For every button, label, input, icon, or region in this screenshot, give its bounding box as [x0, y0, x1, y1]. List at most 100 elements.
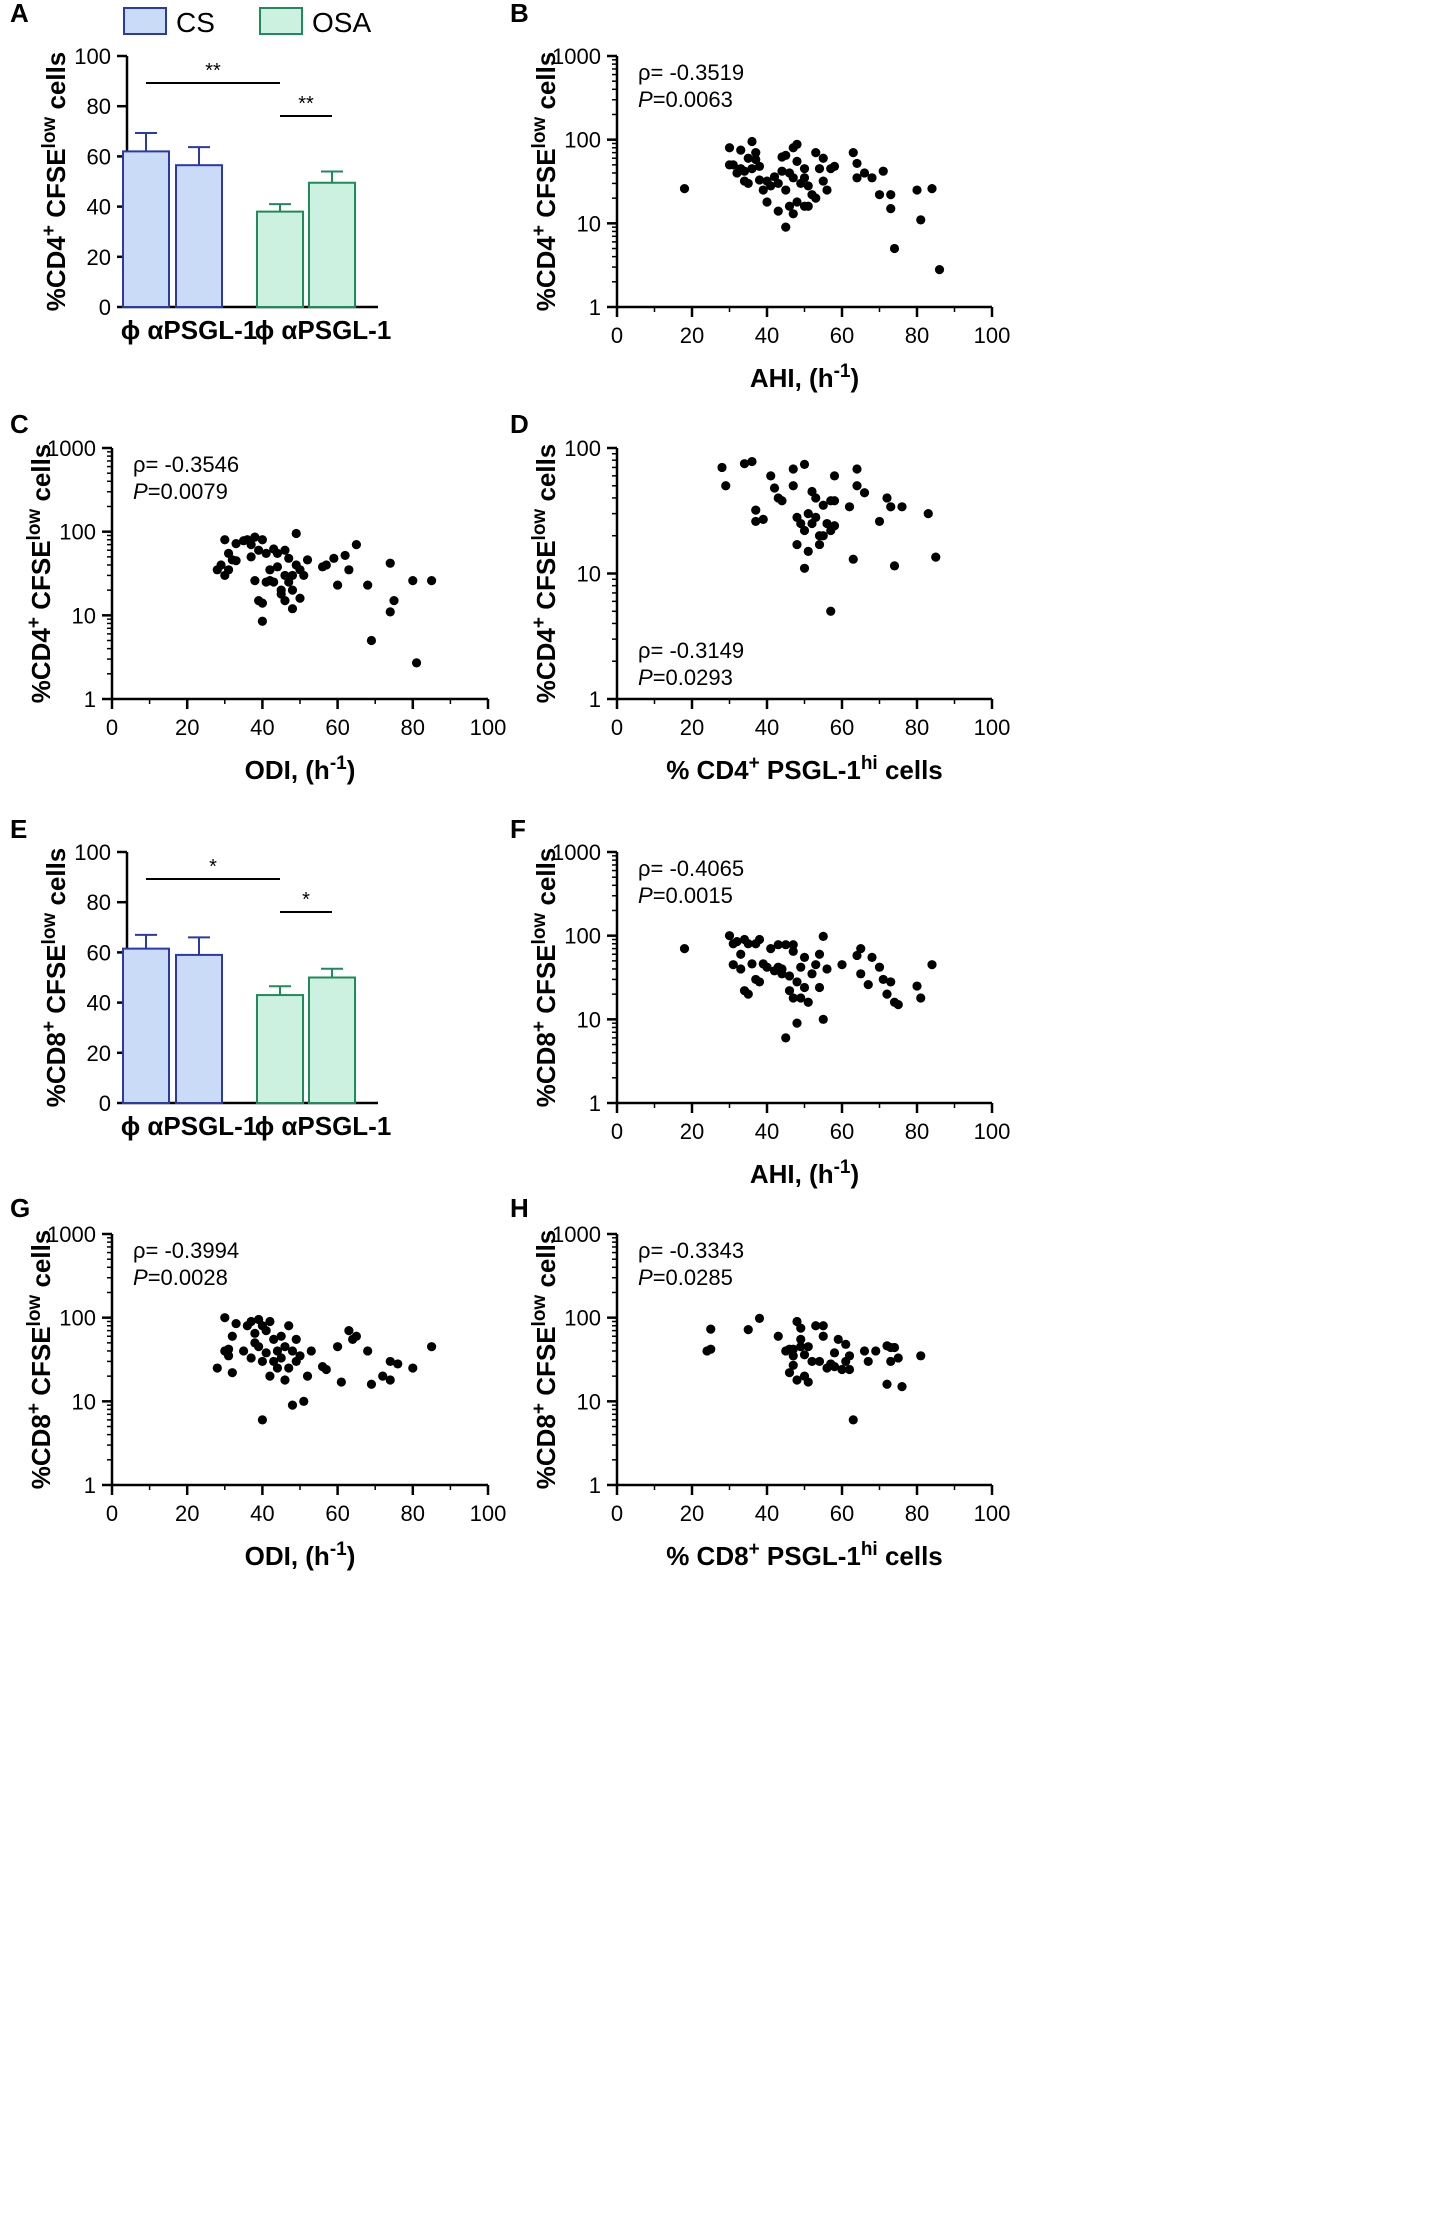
significance-label: * — [209, 856, 217, 878]
data-point — [340, 550, 350, 561]
y-tick-label: 20 — [87, 245, 111, 270]
data-point — [272, 1346, 283, 1356]
data-point — [803, 181, 813, 191]
y-tick-label: 0 — [99, 295, 111, 320]
data-point — [882, 989, 892, 999]
x-tick-label: 100 — [974, 1501, 1011, 1526]
data-point — [792, 156, 802, 166]
data-point — [867, 173, 877, 183]
data-point — [803, 509, 813, 519]
data-point — [276, 1353, 286, 1363]
data-point — [773, 1331, 783, 1341]
data-point — [272, 1363, 283, 1373]
data-point — [788, 1344, 798, 1354]
x-tick-label: 60 — [830, 715, 854, 740]
y-tick-label: 1000 — [47, 436, 96, 461]
data-point — [788, 481, 798, 491]
data-point — [246, 552, 256, 562]
data-point — [796, 962, 806, 972]
y-tick-label: 100 — [564, 1306, 601, 1331]
x-axis-label: ODI, (h-1) — [245, 753, 356, 785]
data-point — [784, 986, 795, 996]
data-point — [223, 1344, 234, 1354]
y-tick-label: 1 — [589, 687, 601, 712]
data-point — [777, 496, 787, 506]
x-tick-label: 0 — [611, 1119, 623, 1144]
data-point — [788, 1360, 798, 1370]
x-tick-label: 0 — [611, 1501, 623, 1526]
data-point — [814, 1356, 825, 1367]
bar-osa — [256, 994, 304, 1105]
data-point — [227, 1368, 237, 1378]
panel-label: H — [510, 1193, 529, 1223]
y-tick-label: 20 — [87, 1041, 111, 1066]
data-point — [239, 1346, 249, 1356]
x-tick-label: 100 — [470, 715, 507, 740]
panel-c: C %CD4+ CFSElow cells 1 10 100 1000 0 20 40 60 80 1… — [10, 409, 506, 785]
data-point — [754, 175, 765, 185]
p-value-label: P=0.0285 — [638, 1265, 733, 1290]
y-tick-label: 10 — [577, 562, 601, 587]
x-tick-label: 60 — [325, 715, 349, 740]
data-point — [254, 1342, 264, 1352]
data-point — [363, 1346, 373, 1356]
data-point — [212, 1363, 222, 1373]
rho-label: ρ= -0.3343 — [638, 1238, 744, 1263]
data-point — [257, 1415, 267, 1425]
data-point — [736, 145, 746, 155]
x-tick-label: 100 — [974, 1119, 1011, 1144]
data-point — [287, 1400, 298, 1410]
y-tick-label: 10 — [72, 603, 96, 628]
panel-e: E %CD8+ CFSElow cells 0 20 40 60 80 100 ϕ αPSGL-… — [10, 814, 391, 1141]
data-point — [762, 197, 772, 207]
data-point — [788, 209, 798, 219]
data-point — [773, 206, 783, 216]
data-point — [287, 604, 298, 614]
data-point — [852, 950, 862, 961]
x-tick-label: 100 — [974, 323, 1011, 348]
data-point — [291, 528, 301, 539]
data-point — [796, 1334, 806, 1344]
data-point — [223, 1351, 234, 1361]
data-point — [852, 158, 862, 169]
data-point — [366, 635, 377, 646]
legend-label-cs: CS — [176, 7, 215, 38]
x-group-label: ϕ αPSGL-1 — [255, 315, 392, 345]
panel-h: H%CD8+ CFSElow cells 1 10 100 1000 0 20 40 60 80 1… — [510, 1193, 1010, 1571]
data-point — [754, 977, 765, 987]
x-axis-label: AHI, (h-1) — [750, 361, 859, 393]
x-tick-label: 40 — [755, 1119, 779, 1144]
data-point — [871, 1346, 881, 1356]
data-point — [758, 514, 768, 524]
data-point — [728, 960, 738, 970]
y-tick-label: 80 — [87, 890, 111, 915]
data-point — [784, 971, 795, 981]
data-point — [766, 181, 776, 191]
data-point — [754, 1313, 765, 1324]
data-point — [717, 462, 727, 473]
data-point — [329, 553, 339, 563]
data-point — [773, 940, 783, 950]
data-point — [427, 1342, 437, 1352]
x-tick-label: 100 — [470, 1501, 507, 1526]
data-point — [724, 931, 735, 941]
data-point — [852, 481, 862, 491]
data-point — [747, 164, 757, 174]
data-point — [844, 1351, 855, 1361]
data-point — [927, 184, 937, 194]
data-point — [889, 1342, 900, 1353]
data-point — [781, 185, 791, 195]
y-axis-label: %CD8+ CFSElow cells — [529, 1230, 561, 1490]
data-point — [257, 598, 267, 608]
data-point — [389, 596, 399, 606]
x-tick-label: 100 — [974, 715, 1011, 740]
data-point — [393, 1359, 403, 1369]
p-value-label: P=0.0063 — [638, 87, 733, 112]
data-point — [378, 1371, 388, 1381]
data-point — [829, 496, 840, 506]
data-point — [811, 493, 821, 503]
data-point — [781, 150, 791, 160]
data-point — [829, 521, 840, 531]
data-point — [385, 1375, 395, 1385]
data-point — [777, 969, 787, 979]
